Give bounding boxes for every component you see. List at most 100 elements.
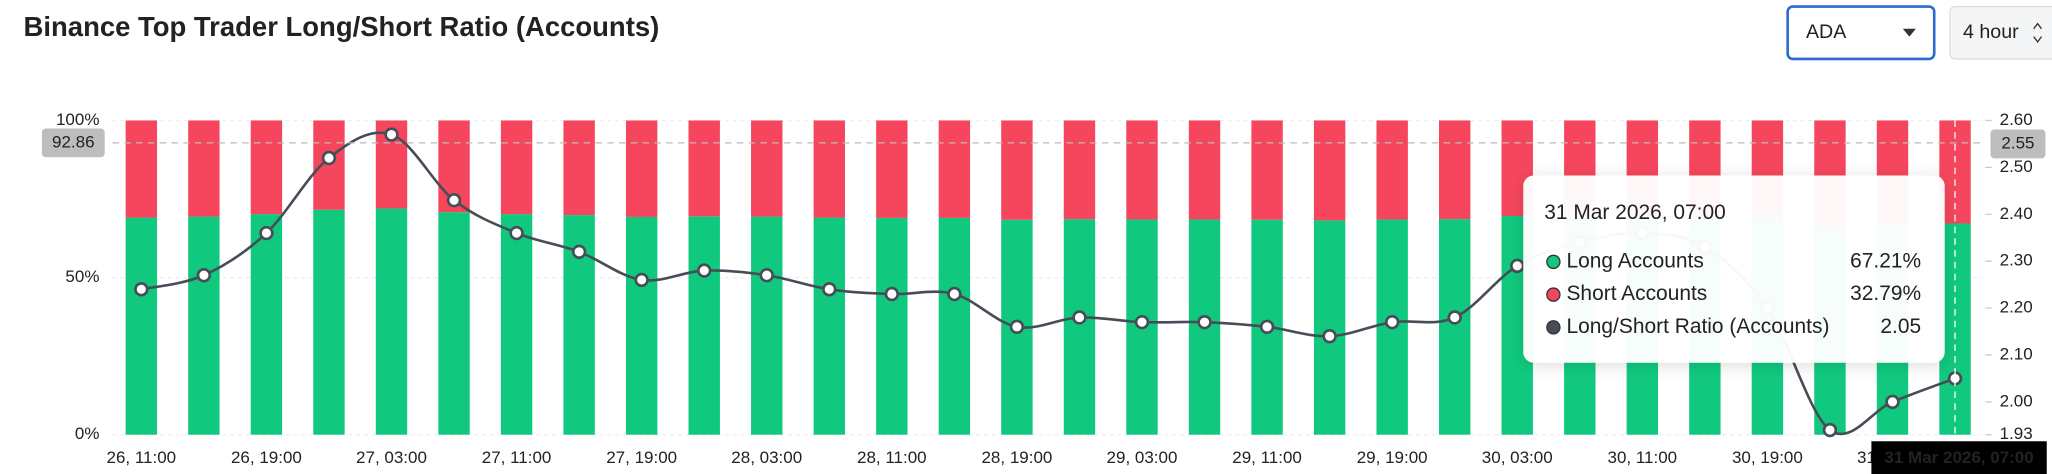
crosshair-y-tag xyxy=(41,128,105,158)
crosshair-y2-tag xyxy=(1990,129,2046,159)
x-tick-label: 28, 03:00 xyxy=(731,448,802,467)
short-bar xyxy=(938,120,971,218)
crosshair-x-label: 31 Mar 2026, 07:00 xyxy=(1884,448,2033,467)
ratio-point xyxy=(1197,314,1212,330)
crosshair-y-label: 92.86 xyxy=(52,132,95,151)
long-bar xyxy=(938,217,971,435)
short-bar xyxy=(500,120,533,215)
long-bar xyxy=(125,217,158,435)
long-bar xyxy=(688,216,720,435)
ratio-point xyxy=(947,286,962,302)
tooltip-value: 32.79% xyxy=(1850,282,1921,305)
ratio-point xyxy=(384,127,399,142)
long-bar xyxy=(751,216,783,435)
x-tick-label: 30, 11:00 xyxy=(1608,448,1678,467)
short-bar xyxy=(625,120,658,217)
short-bar xyxy=(188,120,220,217)
ratio-point xyxy=(759,268,774,283)
tooltip-value: 2.05 xyxy=(1880,315,1921,338)
tooltip-swatch xyxy=(1546,287,1561,302)
tooltip-box xyxy=(1523,175,1945,363)
page-title: Binance Top Trader Long/Short Ratio (Acc… xyxy=(24,11,660,42)
ratio-point xyxy=(822,282,837,297)
y2-tick-label: 2.50 xyxy=(2000,157,2033,176)
ratio-point xyxy=(571,244,587,259)
ratio-point xyxy=(1134,314,1150,330)
ratio-point xyxy=(1009,319,1025,335)
ratio-point xyxy=(1072,310,1087,325)
ratio-point xyxy=(1259,319,1275,335)
symbol-value: ADA xyxy=(1806,21,1847,43)
y-tick-label: 100% xyxy=(56,110,99,129)
tooltip-swatch xyxy=(1546,254,1561,270)
y-tick-label: 50% xyxy=(65,267,99,286)
x-tick-label: 28, 11:00 xyxy=(857,448,927,467)
y-tick-label: 0% xyxy=(75,424,100,443)
x-tick-label: 26, 19:00 xyxy=(231,448,302,467)
short-bar xyxy=(688,120,720,217)
short-bar xyxy=(1251,120,1283,220)
ratio-point xyxy=(446,192,462,208)
long-bar xyxy=(438,212,470,435)
ratio-point xyxy=(259,225,274,241)
spinner-icon xyxy=(2033,22,2043,43)
x-tick-label: 30, 19:00 xyxy=(1732,448,1803,467)
crosshair-y2-label: 2.55 xyxy=(2001,133,2034,152)
short-bar xyxy=(250,120,283,215)
ratio-point xyxy=(509,225,524,241)
y2-tick-label: 2.20 xyxy=(2000,298,2033,317)
short-bar xyxy=(125,120,158,218)
tooltip-swatch xyxy=(1546,320,1561,335)
long-bar xyxy=(813,217,845,435)
x-tick-label: 27, 11:00 xyxy=(482,448,552,467)
x-tick-label: 30, 03:00 xyxy=(1482,448,1553,467)
long-bar xyxy=(313,209,345,435)
ratio-point xyxy=(1384,314,1400,330)
crosshair-x-tag xyxy=(1871,441,2047,474)
y2-tick-label: 2.10 xyxy=(2000,344,2033,363)
long-bar xyxy=(1439,219,1471,435)
y2-tick-label: 2.60 xyxy=(2000,110,2033,129)
tooltip-name: Short Accounts xyxy=(1566,282,1707,305)
x-tick-label: 29, 03:00 xyxy=(1107,448,1178,467)
ratio-point xyxy=(321,150,337,166)
x-tick-label: 28, 19:00 xyxy=(981,448,1052,467)
ratio-point xyxy=(884,286,900,302)
short-bar xyxy=(1063,120,1096,220)
tooltip: 31 Mar 2026, 07:00 Long Accounts 67.21% Sho… xyxy=(1523,175,1945,363)
x-tick-label: 29, 11:00 xyxy=(1232,448,1302,467)
tooltip-value: 67.21% xyxy=(1850,249,1921,272)
x-tick-label: 29, 19:00 xyxy=(1357,448,1428,467)
y2-tick-label: 1.93 xyxy=(2000,424,2033,443)
long-bar xyxy=(876,217,908,435)
tooltip-name: Long/Short Ratio (Accounts) xyxy=(1566,315,1829,338)
long-bar xyxy=(1313,220,1346,435)
short-bar xyxy=(813,120,845,218)
long-bar xyxy=(500,214,533,435)
tooltip-title: 31 Mar 2026, 07:00 xyxy=(1544,201,1726,224)
short-bar xyxy=(1188,120,1221,220)
long-bar xyxy=(625,216,658,435)
short-bar xyxy=(751,120,783,217)
y2-tick-label: 2.00 xyxy=(2000,391,2033,410)
long-bar xyxy=(1063,219,1096,435)
short-bar xyxy=(563,120,595,216)
dropdown-arrow xyxy=(1902,28,1916,37)
ratio-point xyxy=(1322,329,1337,344)
ratio-point xyxy=(196,268,212,283)
interval-value: 4 hour xyxy=(1963,21,2019,43)
symbol-select[interactable] xyxy=(1786,5,1936,61)
ratio-point xyxy=(1885,394,1900,410)
y2-tick-label: 2.40 xyxy=(2000,204,2033,223)
interval-select[interactable] xyxy=(1949,5,2052,60)
short-bar xyxy=(1001,120,1033,220)
long-bar xyxy=(250,214,283,435)
short-bar xyxy=(1439,120,1471,220)
ratio-point xyxy=(1447,310,1462,325)
x-tick-label: 27, 19:00 xyxy=(606,448,677,467)
long-bar xyxy=(188,216,220,435)
x-tick-label: 27, 03:00 xyxy=(356,448,427,467)
short-bar xyxy=(1376,120,1408,220)
